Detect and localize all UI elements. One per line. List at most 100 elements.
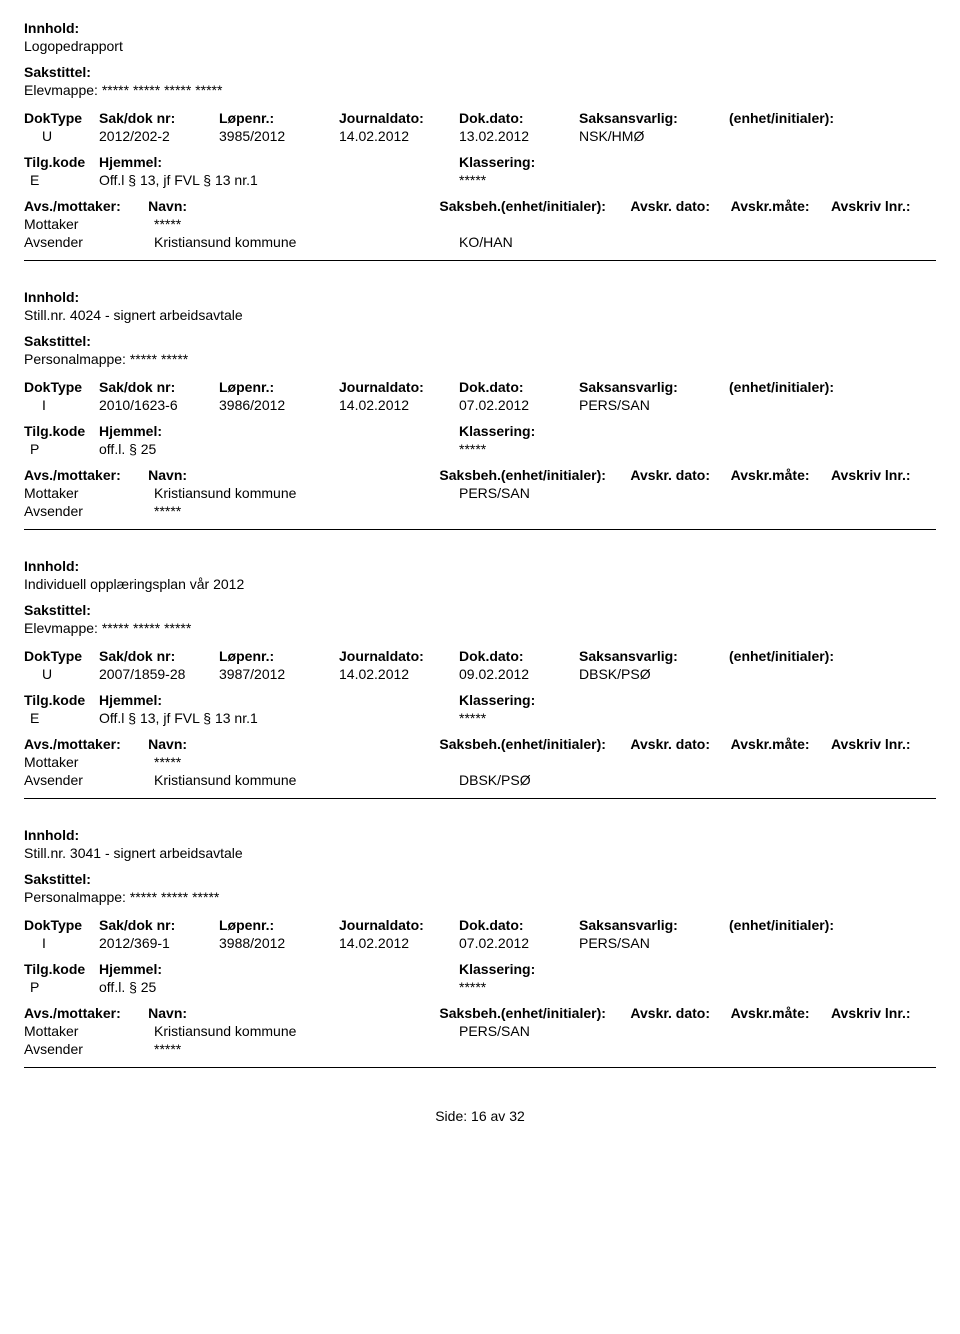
doc-value-row: I 2010/1623-6 3986/2012 14.02.2012 07.02… bbox=[24, 397, 936, 413]
innhold-label: Innhold: bbox=[24, 20, 936, 36]
doc-header-row: DokType Sak/dok nr: Løpenr.: Journaldato… bbox=[24, 648, 936, 664]
tilgkode-value: P bbox=[24, 979, 99, 995]
lopenr-header: Løpenr.: bbox=[219, 648, 339, 664]
avsender-row: Avsender ***** bbox=[24, 1041, 936, 1057]
avsender-unit bbox=[459, 1041, 659, 1057]
page-total: 32 bbox=[509, 1108, 525, 1124]
dokdato-value: 09.02.2012 bbox=[459, 666, 579, 682]
tilg-value-row: P off.l. § 25 ***** bbox=[24, 441, 936, 457]
sakdok-header: Sak/dok nr: bbox=[99, 917, 219, 933]
journaldato-value: 14.02.2012 bbox=[339, 935, 459, 951]
hjemmel-header: Hjemmel: bbox=[99, 961, 459, 977]
klassering-header: Klassering: bbox=[459, 154, 659, 170]
doc-header-row: DokType Sak/dok nr: Løpenr.: Journaldato… bbox=[24, 917, 936, 933]
hjemmel-header: Hjemmel: bbox=[99, 423, 459, 439]
dokdato-header: Dok.dato: bbox=[459, 379, 579, 395]
innhold-text: Still.nr. 3041 - signert arbeidsavtale bbox=[24, 845, 936, 861]
avskrdato-header: Avskr. dato: bbox=[630, 198, 730, 214]
mottaker-row: Mottaker Kristiansund kommune PERS/SAN bbox=[24, 1023, 936, 1039]
doc-value-row: U 2007/1859-28 3987/2012 14.02.2012 09.0… bbox=[24, 666, 936, 682]
dokdato-value: 13.02.2012 bbox=[459, 128, 579, 144]
saksansvarlig-header: Saksansvarlig: bbox=[579, 379, 729, 395]
avsender-row: Avsender Kristiansund kommune DBSK/PSØ bbox=[24, 772, 936, 788]
enhet-header: (enhet/initialer): bbox=[729, 379, 889, 395]
tilg-value-row: P off.l. § 25 ***** bbox=[24, 979, 936, 995]
sakstittel-label: Sakstittel: bbox=[24, 602, 936, 618]
hjemmel-header: Hjemmel: bbox=[99, 692, 459, 708]
journaldato-header: Journaldato: bbox=[339, 917, 459, 933]
innhold-label: Innhold: bbox=[24, 558, 936, 574]
side-label: Side: bbox=[435, 1108, 467, 1124]
doktype-header: DokType bbox=[24, 379, 99, 395]
hjemmel-value: Off.l § 13, jf FVL § 13 nr.1 bbox=[99, 710, 459, 726]
navn-header: Navn: bbox=[148, 736, 439, 752]
mottaker-name: ***** bbox=[154, 216, 459, 232]
entry-divider bbox=[24, 798, 936, 799]
journal-entry: Innhold: Individuell opplæringsplan vår … bbox=[24, 558, 936, 799]
dokdato-header: Dok.dato: bbox=[459, 648, 579, 664]
innhold-text: Still.nr. 4024 - signert arbeidsavtale bbox=[24, 307, 936, 323]
lopenr-header: Løpenr.: bbox=[219, 379, 339, 395]
lopenr-header: Løpenr.: bbox=[219, 110, 339, 126]
mottaker-unit bbox=[459, 754, 659, 770]
saksbeh-header: Saksbeh.(enhet/initialer): bbox=[439, 467, 630, 483]
lopenr-value: 3988/2012 bbox=[219, 935, 339, 951]
navn-header: Navn: bbox=[148, 467, 439, 483]
enhet-value bbox=[729, 397, 889, 413]
avsender-unit: KO/HAN bbox=[459, 234, 659, 250]
tilgkode-header: Tilg.kode bbox=[24, 692, 99, 708]
sakstittel-text: Personalmappe: ***** ***** ***** bbox=[24, 889, 936, 905]
journaldato-header: Journaldato: bbox=[339, 648, 459, 664]
doktype-value: U bbox=[24, 666, 99, 682]
tilg-header-row: Tilg.kode Hjemmel: Klassering: bbox=[24, 692, 936, 708]
av-label: av bbox=[491, 1108, 506, 1124]
klassering-value: ***** bbox=[459, 441, 659, 457]
sakdok-value: 2007/1859-28 bbox=[99, 666, 219, 682]
saksbeh-header: Saksbeh.(enhet/initialer): bbox=[439, 1005, 630, 1021]
sakstittel-label: Sakstittel: bbox=[24, 64, 936, 80]
navn-header: Navn: bbox=[148, 1005, 439, 1021]
sakstittel-label: Sakstittel: bbox=[24, 333, 936, 349]
saksansvarlig-value: DBSK/PSØ bbox=[579, 666, 729, 682]
klassering-header: Klassering: bbox=[459, 692, 659, 708]
saksansvarlig-header: Saksansvarlig: bbox=[579, 917, 729, 933]
lopenr-value: 3985/2012 bbox=[219, 128, 339, 144]
klassering-value: ***** bbox=[459, 172, 659, 188]
tilgkode-header: Tilg.kode bbox=[24, 154, 99, 170]
avsender-label: Avsender bbox=[24, 503, 154, 519]
mottaker-row: Mottaker ***** bbox=[24, 216, 936, 232]
tilg-header-row: Tilg.kode Hjemmel: Klassering: bbox=[24, 423, 936, 439]
journaldato-header: Journaldato: bbox=[339, 379, 459, 395]
hjemmel-value: Off.l § 13, jf FVL § 13 nr.1 bbox=[99, 172, 459, 188]
enhet-value bbox=[729, 128, 889, 144]
doktype-header: DokType bbox=[24, 917, 99, 933]
tilgkode-header: Tilg.kode bbox=[24, 423, 99, 439]
doc-value-row: I 2012/369-1 3988/2012 14.02.2012 07.02.… bbox=[24, 935, 936, 951]
avsmot-header-row: Avs./mottaker: Navn: Saksbeh.(enhet/init… bbox=[24, 198, 936, 214]
entry-divider bbox=[24, 529, 936, 530]
journaldato-value: 14.02.2012 bbox=[339, 666, 459, 682]
avskrlnr-header: Avskriv lnr.: bbox=[831, 1005, 936, 1021]
avsender-unit bbox=[459, 503, 659, 519]
sakdok-value: 2010/1623-6 bbox=[99, 397, 219, 413]
tilg-value-row: E Off.l § 13, jf FVL § 13 nr.1 ***** bbox=[24, 172, 936, 188]
mottaker-unit bbox=[459, 216, 659, 232]
doc-header-row: DokType Sak/dok nr: Løpenr.: Journaldato… bbox=[24, 110, 936, 126]
avskrdato-header: Avskr. dato: bbox=[630, 736, 730, 752]
doktype-value: I bbox=[24, 397, 99, 413]
avsender-name: ***** bbox=[154, 503, 459, 519]
avsmot-header: Avs./mottaker: bbox=[24, 198, 148, 214]
sakstittel-text: Elevmappe: ***** ***** ***** ***** bbox=[24, 82, 936, 98]
dokdato-header: Dok.dato: bbox=[459, 917, 579, 933]
journaldato-value: 14.02.2012 bbox=[339, 128, 459, 144]
page-footer: Side: 16 av 32 bbox=[24, 1108, 936, 1124]
saksbeh-header: Saksbeh.(enhet/initialer): bbox=[439, 198, 630, 214]
dokdato-header: Dok.dato: bbox=[459, 110, 579, 126]
avskrmate-header: Avskr.måte: bbox=[731, 1005, 831, 1021]
avsmot-header: Avs./mottaker: bbox=[24, 736, 148, 752]
tilgkode-value: E bbox=[24, 172, 99, 188]
entry-divider bbox=[24, 260, 936, 261]
mottaker-label: Mottaker bbox=[24, 1023, 154, 1039]
saksansvarlig-value: PERS/SAN bbox=[579, 397, 729, 413]
entry-divider bbox=[24, 1067, 936, 1068]
